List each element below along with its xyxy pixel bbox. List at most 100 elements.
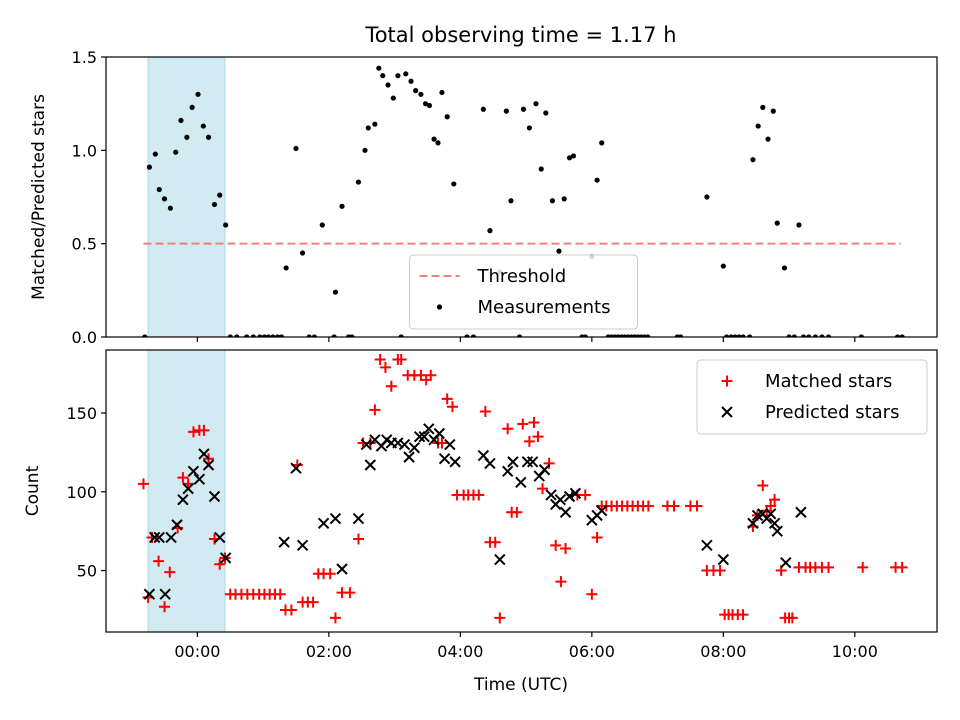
data-point bbox=[537, 483, 549, 495]
data-point bbox=[769, 494, 781, 506]
y-axis-label: Matched/Predicted stars bbox=[29, 94, 49, 300]
data-point bbox=[579, 489, 591, 501]
data-point bbox=[717, 553, 730, 566]
data-point bbox=[771, 525, 783, 537]
data-point bbox=[395, 353, 407, 365]
data-point bbox=[473, 489, 485, 501]
data-point bbox=[332, 289, 339, 295]
data-point bbox=[369, 404, 381, 416]
data-point bbox=[501, 465, 514, 478]
data-point bbox=[502, 423, 514, 435]
y-tick-label: 1.0 bbox=[72, 141, 97, 160]
data-point bbox=[307, 596, 319, 608]
data-point bbox=[516, 334, 523, 337]
legend-marker bbox=[721, 406, 733, 418]
data-point bbox=[319, 222, 325, 228]
data-point bbox=[392, 437, 404, 449]
x-tick-label: 02:00 bbox=[306, 642, 352, 661]
data-point bbox=[167, 205, 174, 211]
y-tick-label: 0.5 bbox=[72, 235, 97, 254]
data-point bbox=[484, 457, 496, 470]
data-point bbox=[198, 424, 210, 436]
plot-area bbox=[137, 353, 908, 624]
axes-frame bbox=[105, 349, 938, 633]
data-point bbox=[398, 334, 404, 337]
data-point bbox=[561, 196, 567, 202]
data-point bbox=[159, 601, 171, 613]
data-point bbox=[451, 181, 457, 187]
count-panel: 00:00 02:00 04:00 06:00 08:00 10:00 50 100 150 Co… bbox=[23, 349, 938, 661]
data-point bbox=[331, 334, 337, 337]
data-point bbox=[198, 448, 210, 460]
data-point bbox=[786, 612, 798, 624]
legend-label: Predicted stars bbox=[765, 402, 899, 423]
data-point bbox=[274, 588, 286, 600]
data-point bbox=[446, 401, 458, 413]
data-point bbox=[324, 568, 336, 580]
data-point bbox=[143, 588, 156, 600]
data-point bbox=[765, 136, 771, 142]
data-point bbox=[311, 334, 318, 337]
data-point bbox=[187, 465, 200, 478]
data-point bbox=[896, 561, 908, 573]
data-point bbox=[344, 587, 356, 599]
data-point bbox=[560, 543, 572, 555]
data-point bbox=[159, 588, 171, 600]
x-tick-label: 06:00 bbox=[569, 642, 615, 661]
data-point bbox=[566, 155, 573, 161]
data-point bbox=[511, 506, 523, 518]
data-point bbox=[270, 334, 276, 337]
series-measurements bbox=[142, 65, 905, 337]
data-point bbox=[768, 517, 781, 530]
legend: Threshold Measurements bbox=[409, 254, 638, 330]
data-point bbox=[444, 438, 456, 451]
data-point bbox=[379, 361, 391, 373]
data-point bbox=[137, 478, 149, 490]
data-point bbox=[780, 556, 792, 569]
data-point bbox=[823, 561, 835, 573]
data-point bbox=[800, 334, 807, 337]
x-tick-label: 10:00 bbox=[832, 642, 878, 661]
data-point bbox=[385, 82, 391, 88]
data-point bbox=[563, 490, 576, 503]
data-point bbox=[182, 482, 194, 495]
data-point bbox=[177, 493, 189, 506]
data-point bbox=[441, 393, 453, 405]
data-point bbox=[858, 334, 864, 337]
data-point bbox=[720, 263, 726, 269]
ratio-panel: 0.0 0.5 1.0 1.5 Matched/Predicted stars Thres… bbox=[29, 48, 938, 347]
data-point bbox=[403, 451, 415, 463]
data-point bbox=[283, 265, 289, 271]
data-point bbox=[296, 539, 309, 552]
data-point bbox=[704, 194, 710, 200]
data-point bbox=[413, 88, 419, 94]
data-point bbox=[545, 489, 557, 501]
y-axis-label: Count bbox=[23, 465, 43, 516]
legend-label: Measurements bbox=[478, 297, 611, 318]
data-point bbox=[171, 519, 183, 531]
data-point bbox=[543, 457, 555, 469]
data-point bbox=[750, 157, 756, 163]
legend: Matched stars Predicted stars bbox=[696, 359, 928, 435]
data-point bbox=[591, 531, 603, 543]
legend-box bbox=[696, 359, 928, 435]
data-point bbox=[728, 334, 734, 337]
data-point bbox=[398, 438, 411, 451]
data-point bbox=[523, 435, 535, 447]
x-tick-label: 04:00 bbox=[437, 642, 483, 661]
data-point bbox=[208, 490, 221, 503]
data-point bbox=[360, 438, 373, 451]
x-tick-label: 00:00 bbox=[174, 642, 220, 661]
data-point bbox=[786, 334, 792, 337]
legend-marker bbox=[436, 304, 443, 310]
data-point bbox=[189, 104, 195, 110]
data-point bbox=[765, 500, 777, 512]
data-point bbox=[413, 430, 426, 443]
data-point bbox=[508, 198, 514, 204]
data-point bbox=[489, 536, 501, 548]
data-point bbox=[594, 177, 600, 183]
data-point bbox=[339, 203, 345, 209]
data-point bbox=[336, 563, 348, 575]
data-point bbox=[250, 334, 256, 337]
